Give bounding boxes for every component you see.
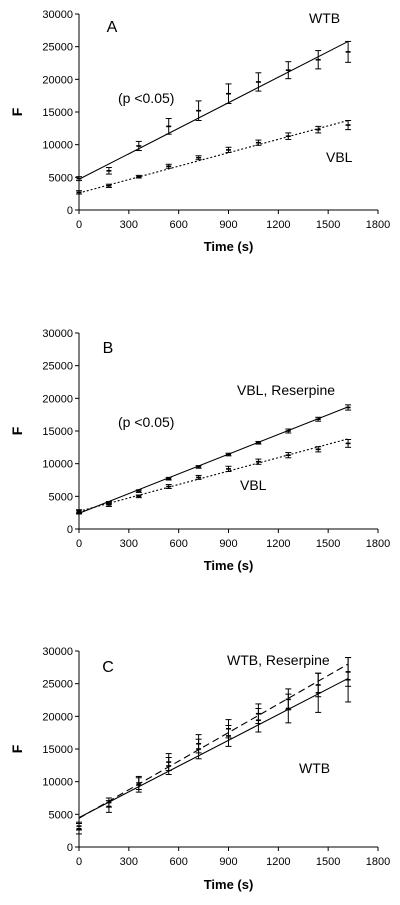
panel-letter: C xyxy=(102,659,114,676)
y-tick-label: 30000 xyxy=(42,646,73,658)
significance-annotation: (p <0.05) xyxy=(118,414,174,430)
x-tick-label: 600 xyxy=(169,219,187,231)
series-vbl: VBL xyxy=(76,438,352,514)
x-tick-label: 600 xyxy=(169,856,187,868)
fit-line xyxy=(78,677,349,819)
series-label: WTB xyxy=(309,10,340,26)
y-tick-label: 15000 xyxy=(42,744,73,756)
x-tick-label: 1500 xyxy=(316,538,340,550)
x-tick-label: 900 xyxy=(219,856,237,868)
panel-letter: B xyxy=(103,340,114,357)
x-tick-label: 1200 xyxy=(266,538,290,550)
series-label: VBL xyxy=(326,149,353,165)
series-label: WTB xyxy=(299,760,330,776)
y-tick-label: 10000 xyxy=(42,777,73,789)
series-wtb: WTB xyxy=(76,657,352,835)
series-label: VBL, Reserpine xyxy=(237,382,335,398)
x-axis-title: Time (s) xyxy=(204,239,254,254)
y-tick-label: 25000 xyxy=(42,42,73,54)
chart-panel-b: 0 5000 10000 15000 20000 25000 30000 0 300 600 900… xyxy=(9,328,390,573)
x-tick-label: 1800 xyxy=(366,219,390,231)
y-tick-label: 20000 xyxy=(42,74,73,86)
y-tick-label: 5000 xyxy=(49,172,73,184)
y-tick-label: 5000 xyxy=(49,491,73,503)
x-tick-label: 900 xyxy=(219,538,237,550)
y-tick-label: 25000 xyxy=(42,361,73,373)
fit-line xyxy=(78,40,349,180)
y-tick-label: 10000 xyxy=(42,140,73,152)
y-axis-title: F xyxy=(9,744,25,753)
series-wtb-reserpine: WTB, Reserpine xyxy=(76,652,352,831)
fit-line xyxy=(78,663,349,819)
y-tick-label: 10000 xyxy=(42,459,73,471)
x-tick-label: 1500 xyxy=(316,219,340,231)
series-label: VBL xyxy=(240,477,267,493)
panel-letter: A xyxy=(107,19,118,36)
x-axis-title: Time (s) xyxy=(204,558,254,573)
y-tick-label: 0 xyxy=(67,524,73,536)
x-tick-label: 0 xyxy=(76,538,82,550)
x-tick-label: 1800 xyxy=(366,538,390,550)
x-tick-label: 900 xyxy=(219,219,237,231)
y-tick-label: 15000 xyxy=(42,426,73,438)
x-tick-label: 600 xyxy=(169,538,187,550)
x-tick-label: 1200 xyxy=(266,856,290,868)
fit-line xyxy=(78,438,349,512)
y-axis-title: F xyxy=(9,107,25,116)
x-tick-label: 300 xyxy=(120,219,138,231)
series-vbl: VBL xyxy=(76,119,353,195)
x-tick-label: 0 xyxy=(76,219,82,231)
y-tick-label: 15000 xyxy=(42,107,73,119)
chart-panel-a: 0 5000 10000 15000 20000 25000 30000 0 300 600 900… xyxy=(9,9,390,254)
y-tick-label: 20000 xyxy=(42,393,73,405)
y-tick-label: 30000 xyxy=(42,9,73,21)
y-tick-label: 20000 xyxy=(42,711,73,723)
y-tick-label: 30000 xyxy=(42,328,73,340)
y-tick-label: 0 xyxy=(67,842,73,854)
x-tick-label: 1800 xyxy=(366,856,390,868)
series-vbl-reserpine: VBL, Reserpine xyxy=(76,382,352,515)
series-wtb: WTB xyxy=(76,10,352,182)
fit-line xyxy=(78,119,349,194)
y-tick-label: 25000 xyxy=(42,679,73,691)
y-tick-label: 5000 xyxy=(49,809,73,821)
x-tick-label: 300 xyxy=(120,856,138,868)
chart-panel-c: 0 5000 10000 15000 20000 25000 30000 0 300 600 900… xyxy=(9,646,390,892)
fit-line xyxy=(78,406,349,514)
x-axis-title: Time (s) xyxy=(204,877,254,892)
x-tick-label: 1200 xyxy=(266,219,290,231)
x-tick-label: 0 xyxy=(76,856,82,868)
y-tick-label: 0 xyxy=(67,205,73,217)
x-tick-label: 1500 xyxy=(316,856,340,868)
series-label: WTB, Reserpine xyxy=(227,652,330,668)
y-axis-title: F xyxy=(9,426,25,435)
significance-annotation: (p <0.05) xyxy=(118,90,174,106)
x-tick-label: 300 xyxy=(120,538,138,550)
